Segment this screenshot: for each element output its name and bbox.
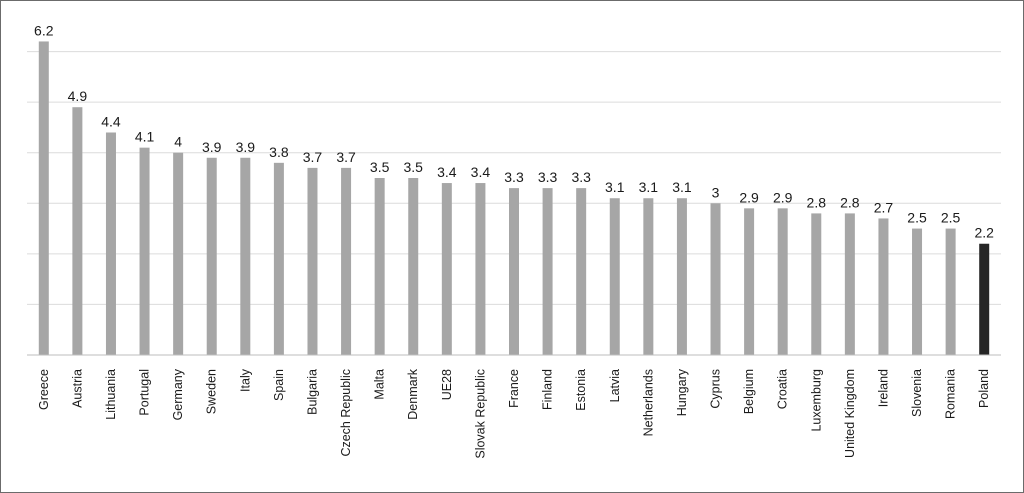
x-tick-label: Estonia (574, 369, 588, 411)
x-tick-label: UE28 (440, 369, 454, 400)
bar-france (509, 188, 519, 355)
x-tick-label: Germany (171, 368, 185, 420)
data-label: 6.2 (34, 22, 54, 38)
data-label: 2.9 (739, 189, 759, 205)
bar-finland (542, 188, 553, 355)
data-label: 3.8 (269, 144, 289, 160)
x-tick-label: Cyprus (709, 369, 723, 409)
x-tick-label: Malta (373, 369, 387, 400)
data-label: 3.4 (471, 164, 491, 180)
data-label: 3.1 (672, 179, 692, 195)
bar-hungary (676, 198, 687, 355)
data-label: 3.7 (336, 149, 356, 165)
data-label: 2.9 (773, 189, 793, 205)
data-label: 2.8 (840, 194, 860, 210)
bar-greece (38, 41, 49, 355)
bar-sweden (206, 157, 217, 355)
bar-belgium (744, 208, 755, 355)
bar-united-kingdom (844, 213, 855, 355)
x-tick-label: France (507, 369, 521, 408)
bar-netherlands (643, 198, 654, 355)
x-tick-label: Bulgaria (305, 369, 319, 415)
x-tick-label: Croatia (776, 369, 790, 409)
data-label: 3.3 (538, 169, 558, 185)
x-tick-label: Sweden (205, 369, 219, 414)
bar-malta (374, 178, 385, 355)
x-tick-label: Finland (541, 369, 555, 410)
bar-romania (945, 228, 956, 355)
x-tick-label: Greece (37, 369, 51, 410)
x-tick-label: Slovak Republic (473, 369, 487, 459)
bar-germany (173, 152, 184, 355)
bar-croatia (777, 208, 788, 355)
data-label: 3.9 (236, 139, 256, 155)
x-tick-label: Latvia (608, 369, 622, 402)
x-tick-label: Spain (272, 369, 286, 401)
value-labels: 6.2 4.9 4.4 4.1 4 3.9 3.9 3.8 3.7 3.7 3.5 3.5 3.4 3.4… (34, 22, 994, 240)
x-tick-label: Hungary (675, 368, 689, 416)
bar-spain (273, 162, 284, 355)
x-tick-label: United Kingdom (843, 369, 857, 458)
bar-bulgaria (307, 167, 318, 355)
x-tick-label: Austria (70, 369, 84, 408)
data-label: 3.1 (639, 179, 659, 195)
data-label: 2.5 (907, 210, 927, 226)
x-tick-label: Italy (238, 368, 252, 392)
x-tick-label: Ireland (876, 369, 890, 407)
bar-denmark (408, 178, 419, 355)
x-tick-label: Czech Republic (339, 369, 353, 457)
x-tick-label: Poland (977, 369, 991, 408)
data-label: 2.7 (874, 199, 894, 215)
x-tick-label: Denmark (406, 368, 420, 419)
data-label: 3 (712, 184, 720, 200)
data-label: 3.1 (605, 179, 625, 195)
data-label: 2.5 (941, 210, 961, 226)
data-label: 3.5 (404, 159, 424, 175)
bar-estonia (576, 188, 587, 355)
x-tick-label: Portugal (138, 369, 152, 416)
data-label: 3.9 (202, 139, 222, 155)
bar-luxemburg (811, 213, 822, 355)
data-label: 2.8 (807, 194, 827, 210)
bar-czech-republic (341, 167, 352, 355)
bar-portugal (139, 147, 150, 355)
bars (38, 41, 990, 355)
x-tick-label: Slovenia (910, 369, 924, 417)
data-label: 4.1 (135, 129, 155, 145)
bar-austria (72, 107, 83, 355)
data-label: 4 (174, 134, 182, 150)
x-tick-label: Netherlands (641, 369, 655, 436)
data-label: 4.4 (101, 113, 121, 129)
x-tick-label: Belgium (742, 369, 756, 414)
bar-italy (240, 157, 251, 355)
data-label: 3.4 (437, 164, 457, 180)
data-label: 3.7 (303, 149, 323, 165)
bar-latvia (609, 198, 620, 355)
data-label: 4.9 (68, 88, 88, 104)
x-tick-label: Romania (944, 369, 958, 419)
bar-slovenia (912, 228, 923, 355)
bar-ireland (878, 218, 889, 355)
bar-ue28 (441, 183, 452, 355)
data-label: 3.3 (571, 169, 591, 185)
data-label: 3.5 (370, 159, 390, 175)
x-tick-label: Luxemburg (809, 369, 823, 432)
bar-lithuania (105, 132, 116, 355)
category-labels: Greece Austria Lithuania Portugal Germany Swe… (37, 368, 991, 458)
x-tick-label: Lithuania (104, 369, 118, 420)
data-label: 2.2 (974, 225, 994, 241)
bar-poland (979, 243, 990, 355)
bar-slovak-republic (475, 183, 486, 355)
bar-cyprus (710, 203, 721, 355)
data-label: 3.3 (504, 169, 524, 185)
